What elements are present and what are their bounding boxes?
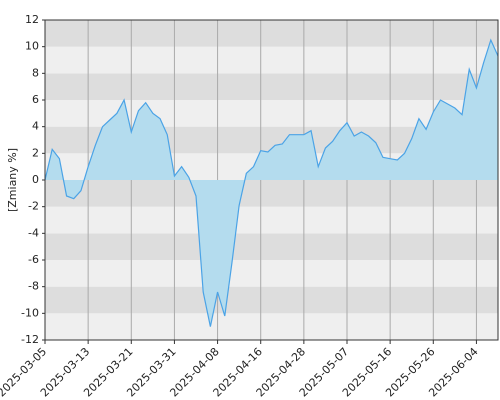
band xyxy=(45,260,498,287)
y-tick-label: 2 xyxy=(32,146,39,159)
plot-frame xyxy=(44,19,499,341)
y-tick-label: 0 xyxy=(32,173,39,186)
y-tick-label: -8 xyxy=(28,280,39,293)
y-tick-label: 12 xyxy=(25,13,39,26)
y-tick-label: -10 xyxy=(21,306,39,319)
y-tick-label: -4 xyxy=(28,226,39,239)
band xyxy=(45,233,498,260)
band xyxy=(45,73,498,100)
band xyxy=(45,286,498,314)
band xyxy=(45,20,498,47)
band xyxy=(45,180,498,207)
line xyxy=(44,38,499,327)
y-tick-label: -12 xyxy=(21,333,39,346)
plot xyxy=(44,38,499,327)
y-axis-label: [Zmiany %] xyxy=(6,148,19,212)
y-tick-label: 4 xyxy=(32,120,39,133)
y-tick-label: -2 xyxy=(28,200,39,213)
band xyxy=(45,313,498,340)
y-tick-label: 10 xyxy=(25,40,39,53)
y-tick-label: -6 xyxy=(28,253,39,266)
y-tick-label: 8 xyxy=(32,66,39,79)
band xyxy=(45,206,498,234)
y-tick-label: 6 xyxy=(32,93,39,106)
band xyxy=(45,46,498,74)
